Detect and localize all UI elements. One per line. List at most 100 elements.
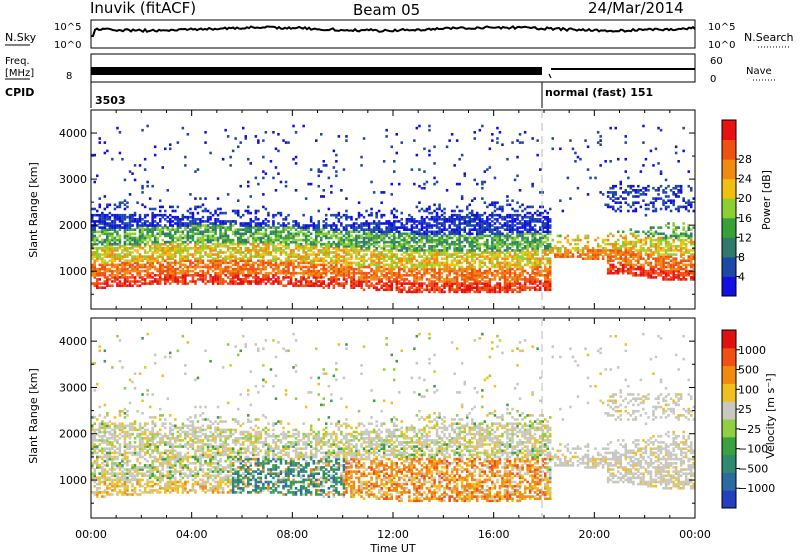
power-cell bbox=[461, 255, 464, 258]
power-cell bbox=[156, 274, 159, 277]
power-cell bbox=[572, 148, 575, 151]
power-cell bbox=[119, 264, 122, 267]
power-cell bbox=[310, 253, 313, 256]
power-cell bbox=[461, 228, 464, 231]
power-cell bbox=[167, 226, 170, 229]
power-cell bbox=[474, 245, 477, 248]
power-cell bbox=[252, 226, 255, 229]
power-cell bbox=[111, 284, 114, 287]
power-cell bbox=[350, 239, 353, 242]
power-cell bbox=[156, 214, 159, 217]
power-cell bbox=[539, 237, 542, 240]
power-cell bbox=[343, 214, 346, 217]
power-cell bbox=[501, 266, 504, 269]
power-cell bbox=[380, 262, 383, 265]
power-cell bbox=[320, 170, 323, 173]
power-cell bbox=[350, 216, 353, 219]
power-cell bbox=[255, 222, 258, 225]
power-cell bbox=[255, 262, 258, 265]
power-cell bbox=[471, 237, 474, 240]
power-cell bbox=[469, 282, 472, 285]
power-cell bbox=[99, 282, 102, 285]
power-cell bbox=[436, 276, 439, 279]
power-cell bbox=[234, 220, 237, 223]
power-cell bbox=[340, 264, 343, 267]
power-cell bbox=[385, 253, 388, 256]
power-cell bbox=[96, 220, 99, 223]
power-cell bbox=[539, 270, 542, 273]
power-cell bbox=[484, 276, 487, 279]
power-cell bbox=[209, 226, 212, 229]
power-cell bbox=[567, 239, 570, 242]
power-cell bbox=[453, 264, 456, 267]
power-cell bbox=[315, 139, 318, 142]
power-cell bbox=[305, 224, 308, 227]
power-cell bbox=[124, 214, 127, 217]
power-cell bbox=[187, 247, 190, 250]
power-cell bbox=[375, 262, 378, 265]
power-cell bbox=[272, 268, 275, 271]
power-cell bbox=[461, 241, 464, 244]
power-cell bbox=[353, 243, 356, 246]
power-cell bbox=[189, 274, 192, 277]
power-cell bbox=[363, 237, 366, 240]
power-cell bbox=[325, 264, 328, 267]
power-cell bbox=[272, 280, 275, 283]
power-cell bbox=[448, 224, 451, 227]
power-cell bbox=[189, 193, 192, 196]
power-cell bbox=[521, 210, 524, 213]
power-cell bbox=[134, 179, 137, 182]
power-cell bbox=[577, 247, 580, 250]
power-cell bbox=[380, 251, 383, 254]
power-cell bbox=[202, 216, 205, 219]
power-cell bbox=[461, 195, 464, 198]
power-cell bbox=[99, 204, 102, 207]
power-cell bbox=[391, 235, 394, 238]
power-cell bbox=[378, 235, 381, 238]
power-cell bbox=[466, 214, 469, 217]
power-cell bbox=[403, 233, 406, 236]
power-cell bbox=[368, 264, 371, 267]
power-cell bbox=[461, 282, 464, 285]
power-cell bbox=[189, 228, 192, 231]
power-cell bbox=[446, 218, 449, 221]
power-cell bbox=[418, 282, 421, 285]
power-cell bbox=[164, 266, 167, 269]
power-cell bbox=[237, 257, 240, 260]
power-cell bbox=[199, 266, 202, 269]
power-cell bbox=[164, 210, 167, 213]
power-cell bbox=[436, 212, 439, 215]
power-cell bbox=[426, 216, 429, 219]
power-cell bbox=[385, 272, 388, 275]
power-cell bbox=[572, 239, 575, 242]
power-cell bbox=[428, 212, 431, 215]
power-cell bbox=[360, 255, 363, 258]
power-cell bbox=[287, 276, 290, 279]
power-cell bbox=[265, 282, 268, 285]
power-cell bbox=[330, 257, 333, 260]
power-cell bbox=[486, 270, 489, 273]
power-cell bbox=[418, 228, 421, 231]
power-cell bbox=[521, 216, 524, 219]
power-cell bbox=[167, 189, 170, 192]
power-cell bbox=[476, 257, 479, 260]
power-cell bbox=[501, 224, 504, 227]
power-cell bbox=[519, 226, 522, 229]
power-cell bbox=[461, 154, 464, 157]
power-cell bbox=[436, 208, 439, 211]
power-cell bbox=[275, 226, 278, 229]
power-cell bbox=[318, 284, 321, 287]
power-cell bbox=[416, 260, 419, 263]
power-cell bbox=[511, 214, 514, 217]
power-cell bbox=[398, 220, 401, 223]
power-cell bbox=[385, 268, 388, 271]
cpid-label: CPID bbox=[5, 86, 34, 99]
power-cell bbox=[562, 245, 565, 248]
power-cell bbox=[474, 260, 477, 263]
power-cell bbox=[242, 278, 245, 281]
power-cell bbox=[391, 210, 394, 213]
power-cell bbox=[521, 278, 524, 281]
power-cell bbox=[516, 156, 519, 159]
power-cell bbox=[297, 280, 300, 283]
power-cell bbox=[330, 185, 333, 188]
